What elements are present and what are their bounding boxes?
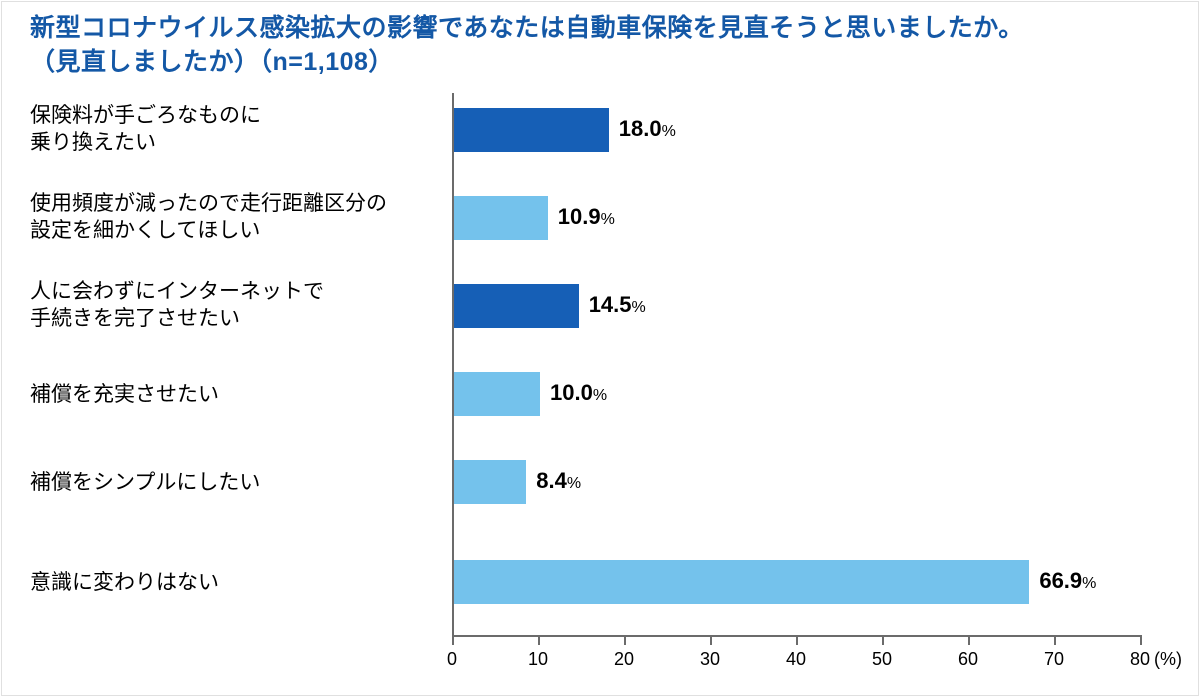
category-label: 補償をシンプルにしたい — [30, 469, 432, 496]
bar — [454, 460, 526, 504]
bar — [454, 372, 540, 416]
bar — [454, 196, 548, 240]
category-label: 補償を充実させたい — [30, 381, 432, 408]
x-tick-label: 10 — [528, 649, 548, 670]
value-label: 14.5% — [589, 292, 646, 318]
category-label: 保険料が手ごろなものに 乗り換えたい — [30, 102, 432, 157]
x-tick-label: 80 — [1130, 649, 1150, 670]
x-tick — [1140, 635, 1142, 645]
category-label: 意識に変わりはない — [30, 569, 432, 596]
value-label: 8.4% — [536, 468, 581, 494]
value-label: 66.9% — [1039, 568, 1096, 594]
x-tick — [710, 635, 712, 645]
value-label: 10.0% — [550, 380, 607, 406]
x-tick — [1054, 635, 1056, 645]
value-label: 10.9% — [558, 204, 615, 230]
bar — [454, 108, 609, 152]
bar-chart: 0 10 20 30 40 50 60 70 80(%) 保険料が手ごろなものに 乗り換えたい 18… — [0, 90, 1200, 670]
bar — [454, 284, 579, 328]
x-axis-unit: (%) — [1154, 649, 1182, 670]
y-axis — [452, 93, 454, 635]
x-tick-label: 70 — [1044, 649, 1064, 670]
title-line2: （見直しましたか）（n=1,108） — [30, 48, 394, 76]
x-tick-label: 30 — [700, 649, 720, 670]
bar — [454, 560, 1029, 604]
category-label: 使用頻度が減ったので走行距離区分の 設定を細かくしてほしい — [30, 190, 432, 245]
title-line1: 新型コロナウイルス感染拡大の影響であなたは自動車保険を見直そうと思いましたか。 — [30, 14, 1024, 42]
x-tick-label: 20 — [614, 649, 634, 670]
category-label: 人に会わずにインターネットで 手続きを完了させたい — [30, 278, 432, 333]
x-tick — [538, 635, 540, 645]
x-tick — [796, 635, 798, 645]
value-label: 18.0% — [619, 116, 676, 142]
x-tick-label: 40 — [786, 649, 806, 670]
x-tick — [624, 635, 626, 645]
x-tick — [882, 635, 884, 645]
x-tick — [968, 635, 970, 645]
x-tick-label: 0 — [447, 649, 457, 670]
x-tick-label: 60 — [958, 649, 978, 670]
x-tick-label: 50 — [872, 649, 892, 670]
chart-title: 新型コロナウイルス感染拡大の影響であなたは自動車保険を見直そうと思いましたか。 … — [30, 12, 1024, 80]
x-tick — [452, 635, 454, 645]
